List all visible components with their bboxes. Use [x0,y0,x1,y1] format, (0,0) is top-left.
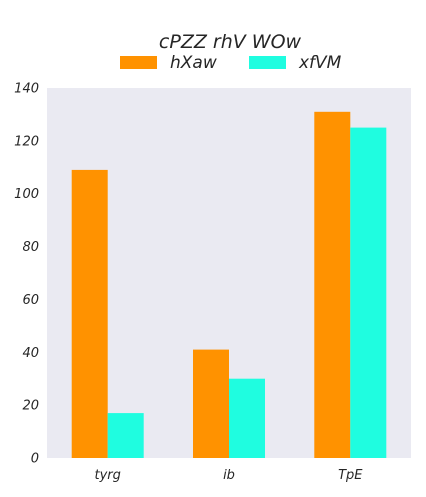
legend-swatch-hXaw [120,56,157,69]
chart-title: cPZZ rhV WOw [159,31,302,53]
bar-hXaw-TpE [314,111,351,459]
y-tick-label: 100 [14,187,39,202]
x-tick-label: tyrg [95,468,121,483]
legend-label-xfVM: xfVM [298,53,342,73]
y-axis: 0 20 40 60 80 100 120 140 [14,82,39,467]
legend-swatch-xfVM [249,56,286,69]
y-tick-label: 60 [22,293,39,308]
x-tick-label: TpE [338,468,363,483]
legend-label-hXaw: hXaw [170,53,217,73]
y-tick-label: 40 [22,346,39,361]
y-tick-label: 120 [14,134,39,149]
bar-xfVM-ib [229,378,265,458]
bar-xfVM-TpE [350,127,387,458]
x-axis: tyrg ib TpE [95,468,364,483]
y-tick-label: 140 [14,82,39,97]
y-tick-label: 80 [22,240,39,255]
legend: hXaw xfVM [120,53,342,73]
bar-hXaw-tyrg [71,169,108,458]
bars [71,111,387,459]
y-tick-label: 20 [22,399,39,414]
bar-hXaw-ib [193,349,229,458]
y-tick-label: 0 [31,452,39,467]
x-tick-label: ib [223,468,235,483]
bar-xfVM-tyrg [107,413,144,458]
